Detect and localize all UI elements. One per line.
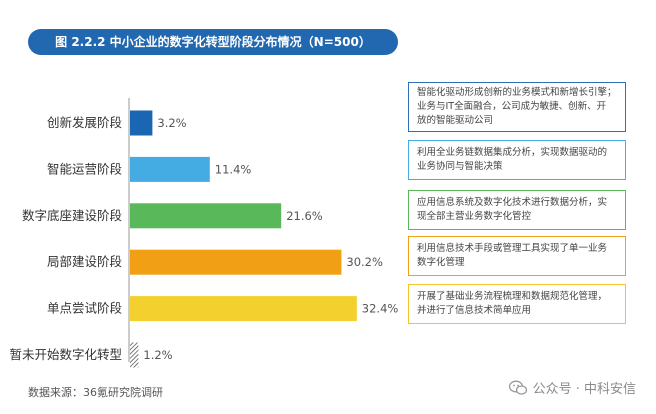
value-label: 3.2% — [157, 116, 186, 130]
value-label: 32.4% — [362, 302, 399, 316]
category-label: 创新发展阶段 — [47, 115, 122, 130]
stage-description-text: 利用全业务链数据集成分析，实现数据驱动的 业务协同与智能决策 — [417, 147, 608, 172]
stage-description-text: 开展了基础业务流程梳理和数据规范化管理， 并进行了信息技术简单应用 — [417, 291, 608, 316]
value-label: 21.6% — [286, 209, 323, 223]
category-label: 局部建设阶段 — [47, 254, 122, 269]
stage-description-box: 利用信息技术手段或管理工具实现了单一业务 数字化管理 — [408, 236, 626, 276]
bar-chart: 创新发展阶段 3.2% 智能运营阶段 11.4% 数字底座建设阶段 21.6% 局部建设阶段… — [9, 98, 399, 368]
wechat-icon — [508, 380, 527, 395]
stage-description-text: 利用信息技术手段或管理工具实现了单一业务 数字化管理 — [417, 243, 608, 268]
bar — [130, 156, 210, 182]
value-label: 30.2% — [346, 255, 383, 269]
watermark: 公众号 · 中科安信 — [508, 378, 636, 397]
stage-description-box: 利用全业务链数据集成分析，实现数据驱动的 业务协同与智能决策 — [408, 140, 626, 180]
bar — [130, 110, 153, 136]
category-label: 单点尝试阶段 — [47, 301, 122, 316]
bar — [130, 296, 357, 322]
data-source-note: 数据来源：36氪研究院调研 — [28, 386, 163, 399]
value-label: 1.2% — [143, 348, 172, 362]
stage-description-box: 开展了基础业务流程梳理和数据规范化管理， 并进行了信息技术简单应用 — [408, 284, 626, 324]
category-label: 暂未开始数字化转型 — [9, 347, 122, 362]
stage-description-text: 智能化驱动形成创新的业务模式和新增长引擎； 业务与IT全面融合，公司成为敏捷、创… — [417, 87, 617, 126]
category-label: 智能运营阶段 — [47, 161, 122, 176]
watermark-text: 公众号 · 中科安信 — [532, 382, 636, 397]
stage-description-text: 应用信息系统及数字化技术进行数据分析，实 现全部主营业务数字化管控 — [417, 197, 608, 222]
stage-description-box: 智能化驱动形成创新的业务模式和新增长引擎； 业务与IT全面融合，公司成为敏捷、创… — [408, 82, 626, 132]
value-label: 11.4% — [215, 162, 252, 176]
bar — [130, 203, 282, 229]
stage-description-box: 应用信息系统及数字化技术进行数据分析，实 现全部主营业务数字化管控 — [408, 190, 626, 230]
bar — [130, 342, 139, 368]
bar — [130, 249, 342, 275]
category-label: 数字底座建设阶段 — [22, 208, 122, 223]
chart-title: 图 2.2.2 中小企业的数字化转型阶段分布情况（N=500） — [28, 29, 398, 55]
